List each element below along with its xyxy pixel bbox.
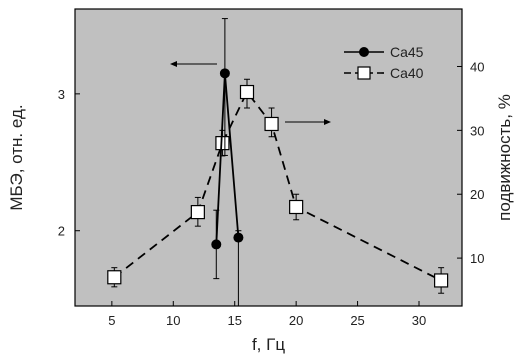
data-point-ca45 [233,232,244,243]
x-tick-label: 10 [166,313,180,328]
data-point-ca40 [264,116,279,132]
data-point-ca40 [239,84,255,100]
y-left-tick-label: 2 [58,224,65,239]
data-point-ca45 [211,239,222,250]
legend: Ca45 Ca40 [344,44,424,81]
x-axis-title: f, Гц [252,335,285,354]
y-right-tick-label: 10 [470,251,484,266]
arrow-left-head [170,61,177,67]
data-point-ca40 [190,205,205,220]
y-left-axis-title: МБЭ, отн. ед. [7,104,26,210]
y-right-axis-title: подвижность, % [495,94,514,221]
data-point-ca40 [289,199,304,215]
series-layer [107,18,449,307]
data-point-ca40 [434,273,449,288]
legend-marker-ca40 [357,66,371,80]
data-point-ca45 [219,68,230,79]
x-tick-label: 30 [412,313,426,328]
plot-area [75,9,462,306]
arrow-right-head [324,119,331,125]
y-left-tick-label: 3 [58,87,65,102]
plot-frame [74,8,463,307]
x-tick-label: 15 [227,313,241,328]
x-tick-label: 25 [350,313,364,328]
annotation-layer [170,61,331,125]
x-tick-label: 20 [289,313,303,328]
legend-marker-ca45 [359,47,369,57]
legend-label-ca45: Ca45 [390,44,424,60]
y-right-tick-label: 40 [470,59,484,74]
legend-label-ca40: Ca40 [390,65,424,81]
axes-layer: 5 10 15 20 25 30 2 3 10 20 30 40 [58,8,484,328]
y-right-tick-label: 20 [470,187,484,202]
data-point-ca40 [107,270,122,285]
x-tick-label: 5 [108,313,115,328]
y-right-tick-label: 30 [470,123,484,138]
